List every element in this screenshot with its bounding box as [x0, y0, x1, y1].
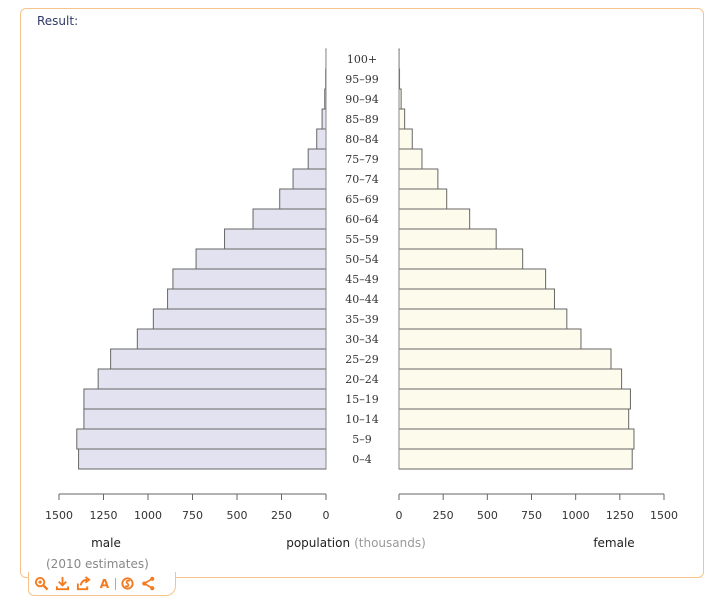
- estimate-note: (2010 estimates): [46, 557, 149, 571]
- male-bar-1: [76, 428, 327, 450]
- male-tick-label-5: 250: [271, 509, 292, 522]
- female-tick-label-2: 500: [477, 509, 498, 522]
- age-label-3: 15–19: [345, 393, 379, 406]
- toolbar-divider: [115, 577, 116, 590]
- male-bar-8: [167, 288, 327, 310]
- male-bar-2: [83, 408, 327, 430]
- female-bar-1: [398, 428, 635, 450]
- male-bar-12: [252, 208, 327, 230]
- female-tick-label-0: 0: [396, 509, 403, 522]
- female-bar-3: [398, 388, 631, 410]
- female-bar-6: [398, 328, 582, 350]
- male-tick-label-4: 500: [227, 509, 248, 522]
- male-bar-17: [321, 108, 327, 130]
- age-label-16: 80–84: [345, 133, 379, 146]
- male-bar-14: [292, 168, 327, 190]
- male-bar-16: [316, 128, 327, 150]
- zoom-icon[interactable]: [33, 576, 49, 592]
- male-bar-3: [83, 388, 327, 410]
- result-pod: [20, 8, 704, 578]
- source-icon[interactable]: [119, 576, 135, 592]
- age-label-7: 35–39: [345, 313, 379, 326]
- female-tick-label-3: 750: [521, 509, 542, 522]
- age-label-11: 55–59: [345, 233, 379, 246]
- male-bar-0: [78, 448, 327, 470]
- female-bar-9: [398, 268, 547, 290]
- male-bars: [76, 48, 327, 470]
- age-label-2: 10–14: [345, 413, 379, 426]
- female-bar-5: [398, 348, 612, 370]
- male-tick-label-1: 1250: [90, 509, 118, 522]
- age-label-13: 65–69: [345, 193, 379, 206]
- age-group-labels: 0–4 5–9 10–14 15–19 20–24 25–29 30–34 35–39 40–4…: [345, 53, 379, 466]
- age-label-19: 95–99: [345, 73, 379, 86]
- female-bar-2: [398, 408, 630, 430]
- age-label-1: 5–9: [352, 433, 372, 446]
- female-bar-11: [398, 228, 497, 250]
- age-label-15: 75–79: [345, 153, 379, 166]
- female-bar-0: [398, 448, 633, 470]
- age-label-12: 60–64: [345, 213, 379, 226]
- male-tick-label-3: 750: [182, 509, 203, 522]
- female-bar-17: [398, 108, 406, 130]
- female-bar-4: [398, 368, 623, 390]
- male-bar-4: [97, 368, 327, 390]
- male-bar-7: [152, 308, 327, 330]
- female-tick-label-6: 1500: [650, 509, 678, 522]
- female-bar-7: [398, 308, 568, 330]
- x-axis-unit: (thousands): [354, 536, 426, 550]
- age-label-8: 40–44: [345, 293, 379, 306]
- female-tick-label-1: 250: [433, 509, 454, 522]
- female-label: female: [593, 536, 634, 550]
- result-label: Result:: [37, 14, 79, 28]
- female-axis-ticks: 0 250 500 750 1000 1250 1500: [396, 494, 678, 522]
- age-label-6: 30–34: [345, 333, 379, 346]
- female-bar-15: [398, 148, 423, 170]
- age-label-4: 20–24: [345, 373, 379, 386]
- male-bar-6: [136, 328, 327, 350]
- male-tick-label-2: 1000: [134, 509, 162, 522]
- female-tick-label-4: 1000: [562, 509, 590, 522]
- female-bars: [398, 48, 635, 470]
- male-axis-ticks: 1500 1250 1000 750 500 250 0: [45, 494, 330, 522]
- pod-toolbar: A: [28, 572, 176, 596]
- female-bar-13: [398, 188, 448, 210]
- age-label-10: 50–54: [345, 253, 379, 266]
- x-axis-title: population (thousands): [286, 536, 426, 550]
- age-label-18: 90–94: [345, 93, 379, 106]
- male-bar-15: [307, 148, 327, 170]
- female-bar-16: [398, 128, 413, 150]
- male-tick-label-0: 1500: [45, 509, 73, 522]
- age-label-17: 85–89: [345, 113, 379, 126]
- share-network-icon[interactable]: [140, 576, 156, 592]
- male-bar-11: [224, 228, 327, 250]
- x-axis-label: population: [286, 536, 350, 550]
- male-bar-9: [172, 268, 327, 290]
- text-icon-glyph: A: [99, 577, 109, 591]
- female-bar-10: [398, 248, 524, 270]
- text-icon[interactable]: A: [96, 576, 112, 592]
- age-label-20: 100+: [347, 53, 377, 66]
- female-bar-14: [398, 168, 439, 190]
- female-tick-label-5: 1250: [606, 509, 634, 522]
- female-bar-12: [398, 208, 471, 230]
- male-tick-label-6: 0: [323, 509, 330, 522]
- male-bar-10: [195, 248, 327, 270]
- age-label-14: 70–74: [345, 173, 379, 186]
- female-bar-8: [398, 288, 555, 310]
- share-icon[interactable]: [75, 576, 91, 592]
- age-label-0: 0–4: [352, 453, 372, 466]
- download-icon[interactable]: [54, 576, 70, 592]
- age-label-9: 45–49: [345, 273, 379, 286]
- male-bar-13: [279, 188, 327, 210]
- age-label-5: 25–29: [345, 353, 379, 366]
- male-bar-5: [110, 348, 327, 370]
- male-label: male: [91, 536, 121, 550]
